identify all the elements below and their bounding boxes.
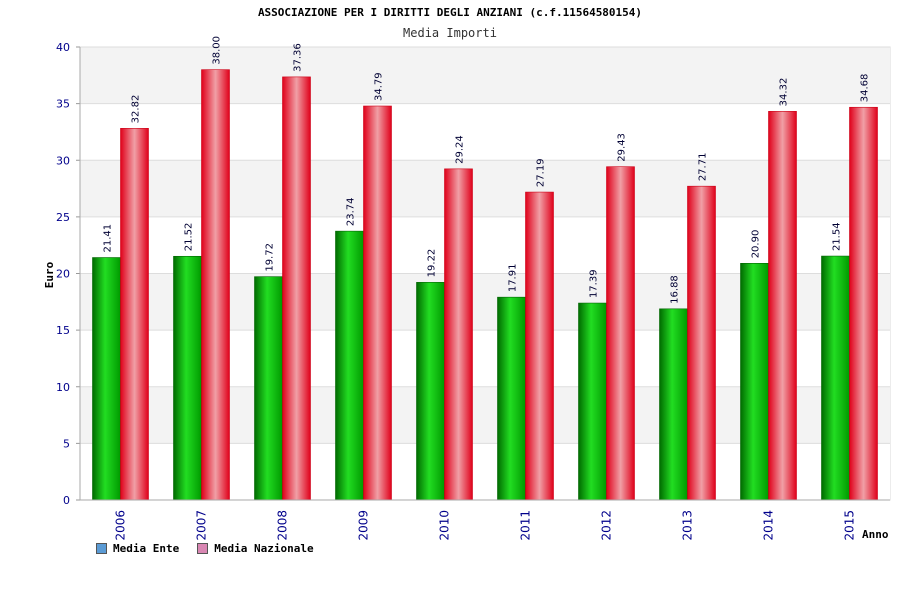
data-label: 27.19	[536, 158, 547, 187]
data-label: 19.72	[265, 243, 276, 272]
y-tick-label: 15	[56, 324, 70, 337]
y-tick-label: 5	[63, 437, 70, 450]
bar-media-nazionale-2008	[282, 76, 311, 501]
chart-subtitle: Media Importi	[403, 26, 497, 40]
bar-media-nazionale-2010	[444, 168, 473, 501]
x-tick-label: 2011	[519, 510, 533, 541]
data-label: 37.36	[293, 43, 304, 72]
data-label: 20.90	[751, 230, 762, 259]
data-label: 21.52	[184, 223, 195, 252]
data-label: 34.68	[860, 74, 871, 103]
legend: Media Ente Media Nazionale	[96, 542, 314, 555]
data-label: 16.88	[670, 275, 681, 304]
data-label: 19.22	[427, 249, 438, 278]
bar-media-nazionale-2009	[363, 105, 392, 501]
bar-media-ente-2010	[416, 282, 445, 501]
bar-media-ente-2011	[497, 296, 526, 501]
bar-media-nazionale-2015	[849, 106, 878, 501]
legend-item-media-ente: Media Ente	[96, 542, 179, 555]
y-axis-ticks: 0 5 10 15 20 25 30 35 40	[56, 41, 890, 507]
value-labels: 21.41 32.82 21.52 38.00 19.72 37.36 23.74 34.79…	[103, 36, 871, 304]
bar-media-nazionale-2013	[687, 185, 716, 501]
y-tick-label: 40	[56, 41, 70, 54]
data-label: 29.43	[617, 133, 628, 162]
y-tick-label: 35	[56, 98, 70, 111]
y-tick-label: 0	[63, 494, 70, 507]
legend-item-media-nazionale: Media Nazionale	[197, 542, 314, 555]
data-label: 21.41	[103, 224, 114, 253]
data-label: 32.82	[131, 95, 142, 124]
bars	[92, 69, 878, 501]
bar-media-nazionale-2011	[525, 191, 554, 501]
x-tick-label: 2007	[195, 510, 209, 541]
y-axis-label: Euro	[43, 261, 56, 288]
data-label: 23.74	[346, 198, 357, 227]
x-tick-label: 2013	[681, 510, 695, 541]
data-label: 38.00	[212, 36, 223, 65]
data-label: 21.54	[832, 222, 843, 251]
x-tick-label: 2009	[357, 510, 371, 541]
chart-title: ASSOCIAZIONE PER I DIRITTI DEGLI ANZIANI…	[258, 6, 642, 19]
data-label: 34.32	[779, 78, 790, 107]
bar-media-nazionale-2012	[606, 166, 635, 501]
y-tick-label: 20	[56, 268, 70, 281]
data-label: 27.71	[698, 153, 709, 182]
x-tick-label: 2015	[843, 510, 857, 541]
bar-media-ente-2008	[254, 276, 283, 501]
data-label: 17.39	[589, 269, 600, 298]
bar-media-ente-2015	[821, 255, 850, 501]
x-tick-label: 2006	[114, 510, 128, 541]
data-label: 17.91	[508, 264, 519, 293]
legend-swatch-media-ente	[96, 543, 107, 554]
bar-media-ente-2013	[659, 308, 688, 501]
bar-media-ente-2006	[92, 257, 121, 501]
legend-swatch-media-nazionale	[197, 543, 209, 554]
x-axis-label: Anno	[862, 528, 889, 541]
bar-media-nazionale-2014	[768, 111, 797, 501]
bar-media-ente-2014	[740, 263, 769, 501]
bar-media-ente-2009	[335, 230, 364, 501]
x-axis-ticks: 2006 2007 2008 2009 2010 2011 2012 2013 2014 2015	[114, 510, 857, 541]
x-tick-label: 2010	[438, 510, 452, 541]
bar-media-nazionale-2006	[120, 128, 149, 501]
data-label: 34.79	[374, 72, 385, 101]
legend-label-media-ente: Media Ente	[113, 542, 180, 555]
data-label: 29.24	[455, 135, 466, 164]
legend-label-media-nazionale: Media Nazionale	[214, 542, 314, 555]
y-tick-label: 25	[56, 211, 70, 224]
y-tick-label: 30	[56, 154, 70, 167]
bar-media-nazionale-2007	[201, 69, 230, 501]
y-tick-label: 10	[56, 381, 70, 394]
bar-media-ente-2012	[578, 302, 607, 501]
x-tick-label: 2014	[762, 510, 776, 541]
x-tick-label: 2008	[276, 510, 290, 541]
x-tick-label: 2012	[600, 510, 614, 541]
bar-media-ente-2007	[173, 255, 202, 501]
